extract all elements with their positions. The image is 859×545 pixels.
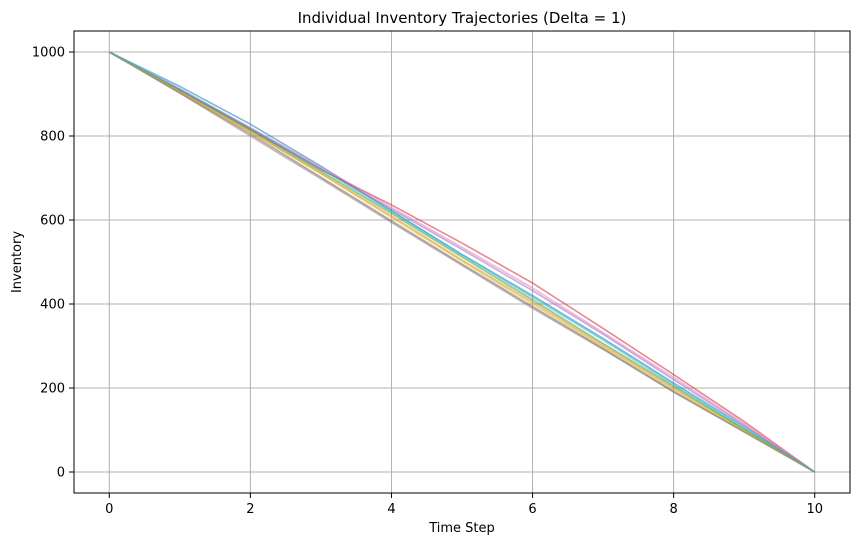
series-line-8 — [108, 51, 816, 473]
series-lines — [108, 51, 816, 473]
x-tick-label: 0 — [105, 502, 113, 517]
y-tick-label: 600 — [40, 214, 65, 229]
series-line-10 — [108, 51, 816, 473]
plot-frame — [73, 30, 851, 494]
y-tick-label: 1000 — [32, 46, 65, 61]
x-axis-label: Time Step — [428, 521, 495, 536]
y-axis-label: Inventory — [10, 231, 25, 293]
grid-lines — [74, 31, 850, 493]
x-tick-label: 4 — [387, 502, 395, 517]
series-line-9 — [108, 51, 816, 473]
x-axis: 0 2 4 6 8 10 — [105, 493, 823, 517]
y-tick-label: 200 — [40, 382, 65, 397]
x-tick-label: 6 — [528, 502, 536, 517]
y-tick-label: 0 — [57, 466, 65, 481]
x-tick-label: 2 — [246, 502, 254, 517]
y-axis: 0 200 400 600 800 1000 — [32, 46, 74, 481]
y-tick-label: 400 — [40, 298, 65, 313]
x-tick-label: 8 — [669, 502, 677, 517]
x-tick-label: 10 — [806, 502, 823, 517]
y-tick-label: 800 — [40, 130, 65, 145]
chart-title: Individual Inventory Trajectories (Delta… — [298, 9, 627, 27]
